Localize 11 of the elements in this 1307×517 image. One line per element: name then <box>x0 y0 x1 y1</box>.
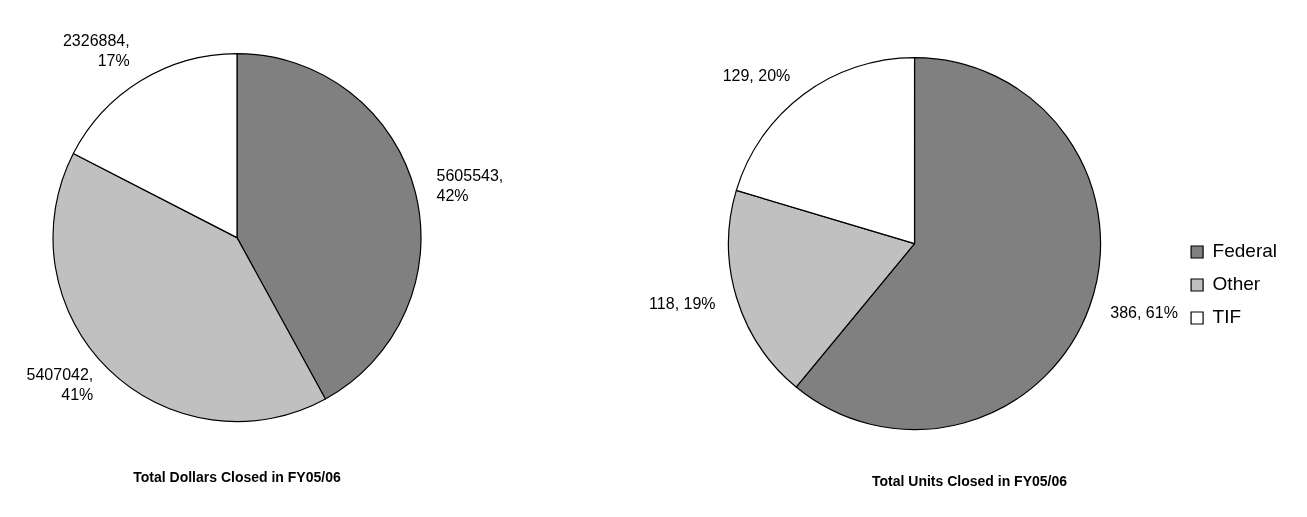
data-label: 129, 20% <box>722 67 791 85</box>
legend-label: TIF <box>1212 306 1242 328</box>
legend-label: Other <box>1212 273 1261 295</box>
data-label: 2326884, 17% <box>62 32 130 70</box>
legend-label: Federal <box>1212 240 1277 262</box>
text: Total Dollars Closed in FY05/06 <box>133 469 341 486</box>
data-label: 5605543, 42% <box>436 166 504 204</box>
data-label: 5407042, 41% <box>26 365 94 403</box>
text: Total Units Closed in FY05/06 <box>871 473 1068 490</box>
data-label: 386, 61% <box>1110 304 1178 322</box>
data-label: 118, 19% <box>649 294 716 312</box>
